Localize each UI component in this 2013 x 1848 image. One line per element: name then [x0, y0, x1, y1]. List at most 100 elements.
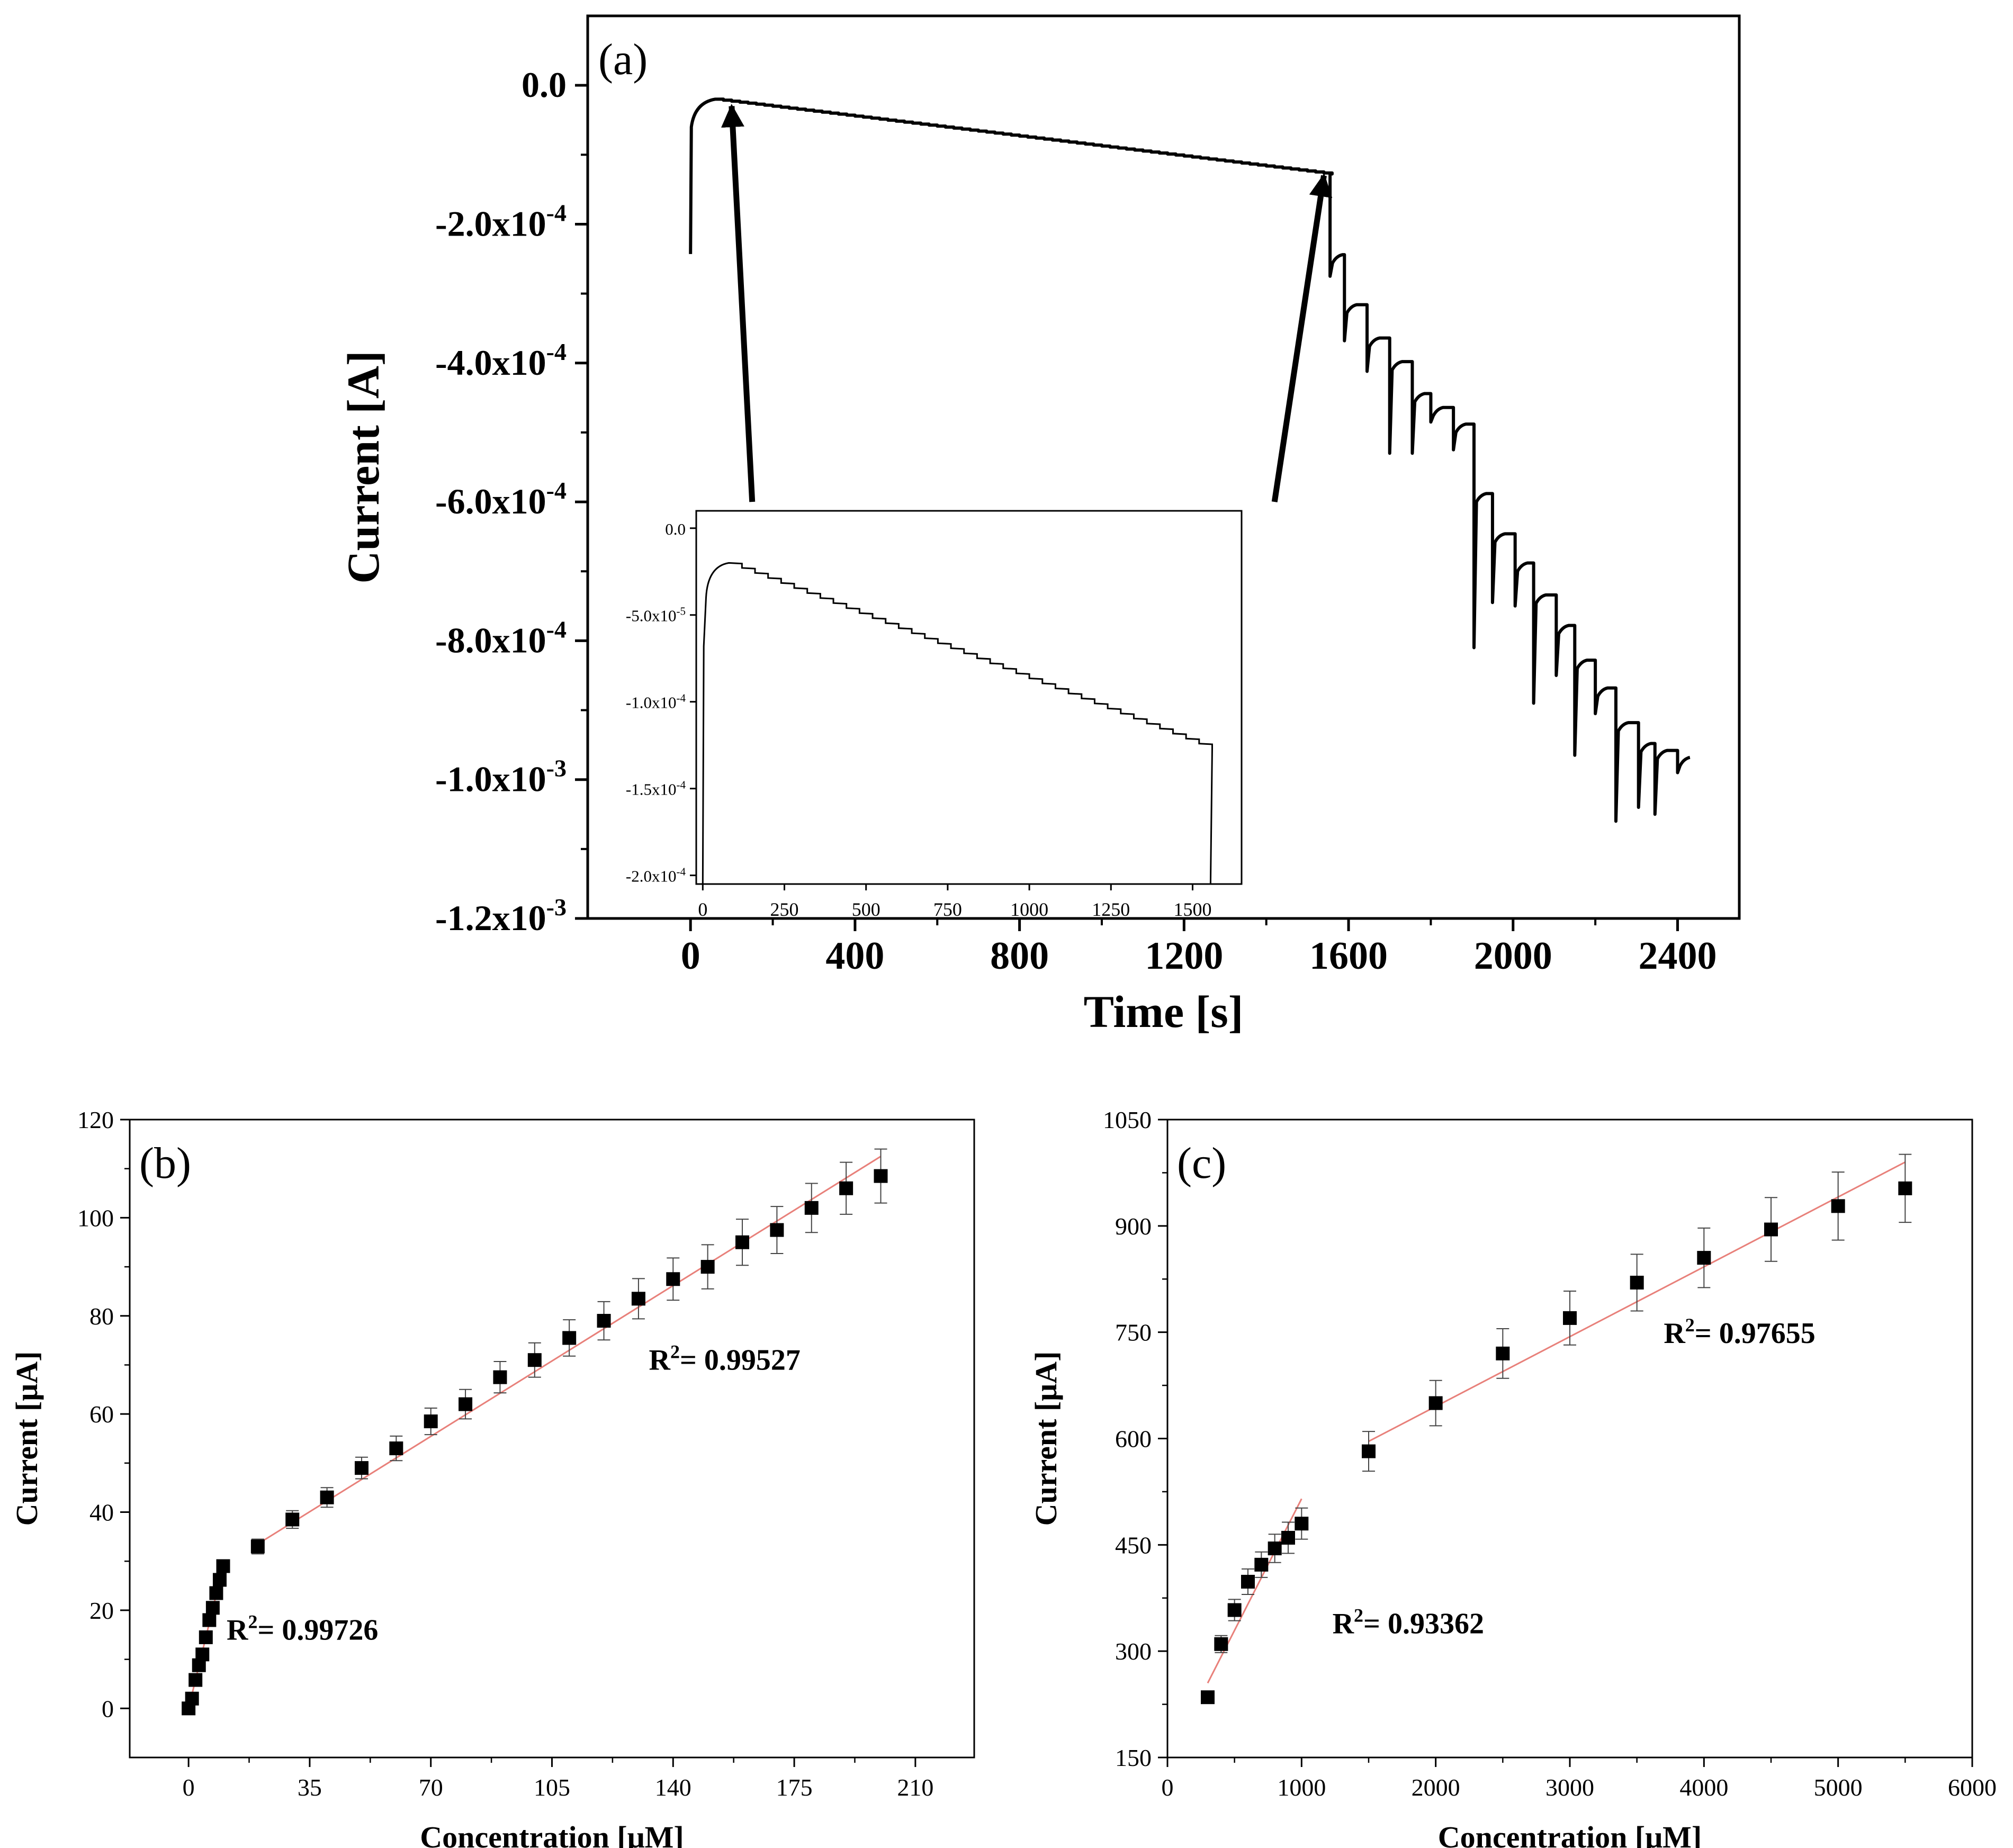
panel-c: 0 1000 2000 3000 4000 5000 6000 150 300 450 600 750… [1029, 1106, 1997, 1848]
x-tick-label-b: 0 [183, 1774, 195, 1801]
x-tick-label-b: 210 [897, 1774, 933, 1801]
inset-y-tick-label: -1.0x10-4 [626, 692, 686, 712]
y-tick-label-b: 40 [89, 1499, 114, 1526]
y-tick-label-b: 120 [77, 1106, 114, 1133]
panel-label-a: (a) [598, 35, 648, 84]
data-point-c [1254, 1557, 1269, 1572]
data-point-b [597, 1314, 611, 1328]
plot-frame-b [129, 1119, 975, 1759]
x-tick-label-b: 175 [776, 1774, 813, 1801]
x-tick-label-c: 1000 [1277, 1774, 1326, 1801]
data-point-b [804, 1201, 819, 1215]
y-tick-label-a: -1.2x10-3 [435, 894, 567, 938]
data-point-b [195, 1647, 210, 1662]
data-point-b [188, 1673, 203, 1687]
y-tick-label-a: -6.0x10-4 [435, 477, 567, 521]
data-point-c [1268, 1541, 1282, 1556]
r-squared-label-c-1: R2= 0.93362 [1333, 1605, 1484, 1640]
x-tick-label-c: 5000 [1814, 1774, 1863, 1801]
data-point-c [1496, 1346, 1510, 1360]
data-point-b [354, 1461, 369, 1475]
y-tick-label-b: 0 [102, 1695, 114, 1722]
plot-frame-a [586, 14, 1741, 920]
x-axis-title-c: Concentration [μM] [1438, 1820, 1702, 1848]
data-point-c [1295, 1517, 1309, 1531]
data-point-c [1362, 1444, 1376, 1458]
data-point-c [1281, 1530, 1295, 1545]
x-tick-label-b: 105 [534, 1774, 570, 1801]
inset-x-tick-label: 0 [698, 899, 707, 920]
inset-frame [695, 510, 1243, 885]
data-point-b [285, 1512, 300, 1527]
data-point-b [770, 1223, 784, 1237]
inset-trace [702, 562, 1213, 885]
y-axis-title-b: Current [μA] [10, 1351, 44, 1526]
inset-x-tick-label: 250 [770, 899, 799, 920]
y-tick-label-a: -8.0x10-4 [435, 616, 567, 660]
y-axis-title-a: Current [A] [338, 350, 389, 583]
data-point-b [527, 1353, 542, 1367]
x-tick-label-c: 2000 [1412, 1774, 1460, 1801]
x-axis-title-b: Concentration [μM] [420, 1820, 684, 1848]
panel-b: 0 35 70 105 140 175 210 0 20 40 60 80 100 120 Concentr… [10, 1106, 975, 1848]
data-point-b [320, 1490, 334, 1504]
x-tick-label-a: 400 [825, 934, 884, 978]
y-tick-label-a: -1.0x10-3 [435, 755, 567, 799]
data-point-b [250, 1539, 265, 1554]
data-point-b [493, 1370, 507, 1384]
data-point-c [1898, 1181, 1912, 1195]
inset-x-tick-label: 1000 [1010, 899, 1048, 920]
inset-y-tick-label: -2.0x10-4 [626, 866, 686, 886]
data-point-b [459, 1397, 473, 1411]
y-tick-label-c: 750 [1115, 1319, 1152, 1346]
y-tick-label-b: 100 [77, 1204, 114, 1231]
data-point-b [185, 1691, 199, 1706]
r-squared-label-b-1: R2= 0.99726 [227, 1611, 378, 1647]
y-tick-label-b: 20 [89, 1597, 114, 1624]
data-point-b [666, 1272, 680, 1286]
data-point-b [212, 1573, 227, 1587]
x-tick-label-b: 35 [298, 1774, 322, 1801]
inset-y-tick-label: -5.0x10-5 [626, 605, 686, 625]
data-point-b [199, 1630, 213, 1644]
x-tick-label-c: 6000 [1948, 1774, 1997, 1801]
inset-x-tick-label: 1250 [1092, 899, 1130, 920]
panel-a: 0 400 800 1200 1600 2000 2400 0.0 -2.0x10-4 -4.0x… [338, 14, 1741, 1037]
x-tick-label-c: 4000 [1679, 1774, 1728, 1801]
data-point-c [1241, 1574, 1255, 1589]
data-point-c [1428, 1396, 1443, 1410]
y-tick-label-c: 900 [1115, 1213, 1152, 1240]
panel-label-c: (c) [1177, 1139, 1226, 1188]
data-point-b [202, 1613, 217, 1627]
x-tick-label-c: 3000 [1545, 1774, 1594, 1801]
y-tick-label-c: 1050 [1103, 1106, 1152, 1133]
inset-x-tick-label: 1500 [1173, 899, 1211, 920]
data-point-b [562, 1331, 577, 1345]
y-tick-label-c: 450 [1115, 1531, 1152, 1558]
y-tick-label-a: -2.0x10-4 [435, 199, 567, 244]
x-tick-label-b: 70 [419, 1774, 443, 1801]
data-point-b [205, 1601, 220, 1615]
data-point-c [1227, 1603, 1242, 1617]
x-tick-label-c: 0 [1162, 1774, 1174, 1801]
data-point-b [839, 1181, 853, 1195]
y-tick-label-c: 150 [1115, 1744, 1152, 1771]
inset-x-tick-label: 750 [933, 899, 962, 920]
x-tick-label-a: 1600 [1309, 934, 1388, 978]
data-point-b [424, 1414, 438, 1429]
fit-line-c-1 [1207, 1498, 1302, 1684]
x-tick-label-a: 800 [990, 934, 1049, 978]
x-tick-label-a: 2400 [1638, 934, 1717, 978]
data-point-b [874, 1169, 888, 1183]
x-tick-label-a: 0 [681, 934, 700, 978]
data-point-b [216, 1559, 230, 1573]
y-axis-title-c: Current [μA] [1029, 1351, 1063, 1526]
data-point-c [1831, 1199, 1845, 1213]
r-squared-label-b-2: R2= 0.99527 [649, 1341, 801, 1377]
y-tick-label-a: -4.0x10-4 [435, 338, 567, 383]
y-tick-label-a: 0.0 [522, 65, 567, 105]
data-point-b [631, 1292, 645, 1306]
inset-y-tick-label: -1.5x10-4 [626, 779, 686, 799]
plot-frame-c [1166, 1119, 1973, 1759]
